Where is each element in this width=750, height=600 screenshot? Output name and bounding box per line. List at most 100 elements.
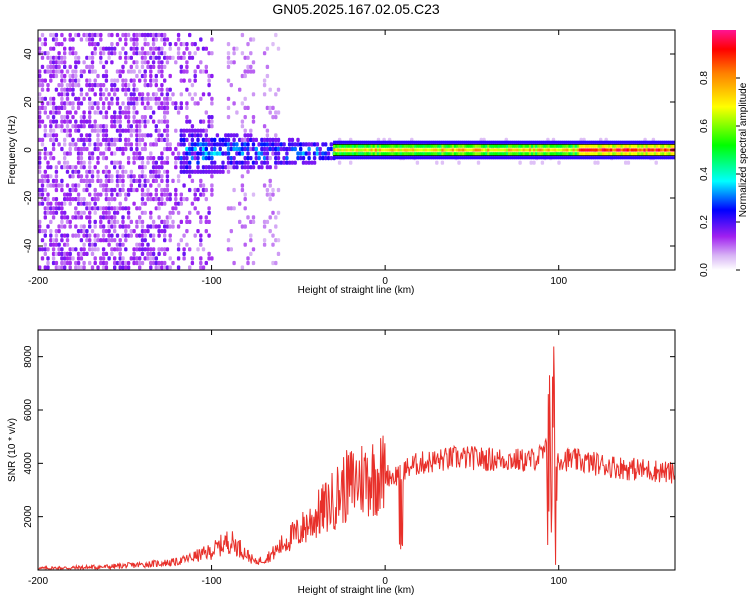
- spectrogram-cell: [226, 78, 231, 83]
- spectrogram-cell: [60, 187, 64, 193]
- spectrogram-cell: [188, 146, 192, 152]
- spectrogram-cell: [188, 174, 192, 179]
- spectrogram-line-cell: [478, 152, 482, 156]
- spectrogram-cell: [101, 92, 106, 97]
- spectrogram-cell: [154, 96, 158, 101]
- spectrogram-line-cell: [468, 144, 472, 148]
- spectrogram-cell: [157, 133, 161, 138]
- spectrogram-cell: [90, 101, 95, 106]
- spectrogram-cell: [274, 92, 278, 97]
- spectrogram-cell: [74, 128, 78, 133]
- spectrogram-cell: [121, 101, 125, 106]
- spectrogram-line-cell: [456, 140, 459, 144]
- spectrogram-cell: [157, 64, 161, 69]
- spectrogram-cell: [88, 142, 92, 147]
- spectrogram-cell: [149, 46, 153, 51]
- spectrogram-cell: [99, 32, 103, 38]
- spectrogram-cell: [54, 210, 59, 215]
- spectrogram-cell: [74, 270, 77, 274]
- spectrogram-cell: [38, 92, 42, 97]
- spectrogram-cell: [54, 197, 59, 202]
- spectrogram-line-cell: [535, 156, 538, 160]
- spectrogram-cell: [65, 101, 70, 106]
- spectrogram-cell: [179, 160, 183, 165]
- spectrogram-line-cell: [418, 152, 422, 156]
- spectrogram-cell: [132, 42, 136, 47]
- spectrogram-cell: [196, 169, 200, 174]
- spectrogram-cell: [43, 197, 47, 202]
- spectrogram-cell: [165, 169, 170, 174]
- spectrogram-cell: [274, 215, 278, 220]
- spectrogram-cell: [207, 233, 211, 238]
- spectrogram-line-cell: [662, 140, 665, 144]
- spectrogram-cell: [74, 73, 78, 79]
- spectrogram-cell: [221, 169, 225, 174]
- spectrogram-cell: [174, 128, 178, 133]
- spectrogram-cell: [157, 46, 161, 51]
- spectrogram-cell: [174, 156, 178, 161]
- spectrogram-cell: [274, 32, 278, 38]
- spectrogram-cell: [207, 119, 211, 124]
- spectrogram-line-cell: [512, 144, 515, 148]
- spectrogram-line-cell: [535, 140, 538, 144]
- spectrogram-cell: [229, 60, 233, 65]
- spectrogram-line-cell: [655, 140, 659, 144]
- spectrogram-cell: [46, 133, 50, 138]
- spectrogram-line-cell: [576, 152, 580, 156]
- spectrogram-cell: [274, 110, 278, 115]
- spectrogram-cell: [168, 46, 172, 51]
- spectrogram-cell: [76, 260, 81, 266]
- spectrogram-line-cell: [431, 148, 434, 152]
- spectrogram-line-cell: [360, 148, 363, 152]
- spectrogram-cell: [101, 256, 106, 261]
- spectrogram-cell: [149, 73, 153, 79]
- spectrogram-cell: [43, 206, 47, 211]
- spectrogram-cell: [93, 78, 97, 83]
- spectrogram-cell: [74, 142, 78, 147]
- spectrogram-cell: [168, 265, 172, 270]
- spectrogram-line-cell: [356, 148, 359, 152]
- spectrogram-cell: [49, 156, 53, 161]
- spectrogram-cell: [240, 160, 245, 165]
- spectrogram-line-cell: [637, 152, 640, 156]
- spectrogram-line-cell: [408, 156, 411, 160]
- spectrogram-cell: [221, 151, 225, 156]
- spectrogram-cell: [129, 256, 133, 261]
- spectrogram-line-cell: [464, 152, 467, 156]
- spectrogram-cell: [90, 87, 95, 92]
- spectrogram-line-cell: [653, 148, 657, 152]
- spectrogram-line-cell: [647, 144, 651, 148]
- spectrogram-cell: [74, 260, 78, 266]
- spectrogram-line-cell: [339, 140, 342, 144]
- spectrogram-cell: [318, 151, 322, 156]
- spectrogram-line-cell: [362, 140, 365, 144]
- spectrogram-cell: [171, 206, 175, 211]
- spectrogram-line-cell: [397, 144, 401, 148]
- spectrogram-cell: [104, 110, 109, 115]
- spectrogram-cell: [79, 133, 84, 138]
- spectrogram-cell: [160, 83, 164, 88]
- spectrogram-line-cell: [649, 156, 653, 160]
- spectrogram-cell: [88, 115, 92, 120]
- spectrogram-cell: [74, 215, 78, 220]
- spectrogram-cell: [40, 201, 45, 206]
- spectrogram-line-cell: [510, 144, 513, 148]
- spectrogram-cell: [43, 133, 47, 138]
- spectrogram-line-cell: [645, 148, 649, 152]
- spectrogram-cell: [230, 270, 233, 274]
- spectrogram-line-cell: [439, 156, 442, 160]
- spectrogram-cell: [43, 151, 47, 156]
- spectrogram-line-cell: [480, 148, 484, 152]
- spectrogram-line-cell: [541, 152, 544, 156]
- spectrogram-line-cell: [662, 144, 665, 148]
- spectrogram-cell: [138, 128, 142, 133]
- spectrogram-line-cell: [383, 140, 386, 144]
- spectrogram-line-cell: [651, 140, 655, 144]
- spectrogram-line-cell: [668, 152, 671, 156]
- spectrogram-line-cell: [658, 140, 661, 144]
- spectrogram-cell: [88, 233, 92, 238]
- spectrogram-cell: [126, 110, 131, 115]
- spectrogram-line-cell: [574, 152, 578, 156]
- spectrogram-cell: [74, 51, 78, 56]
- spectrogram-line-cell: [624, 148, 628, 152]
